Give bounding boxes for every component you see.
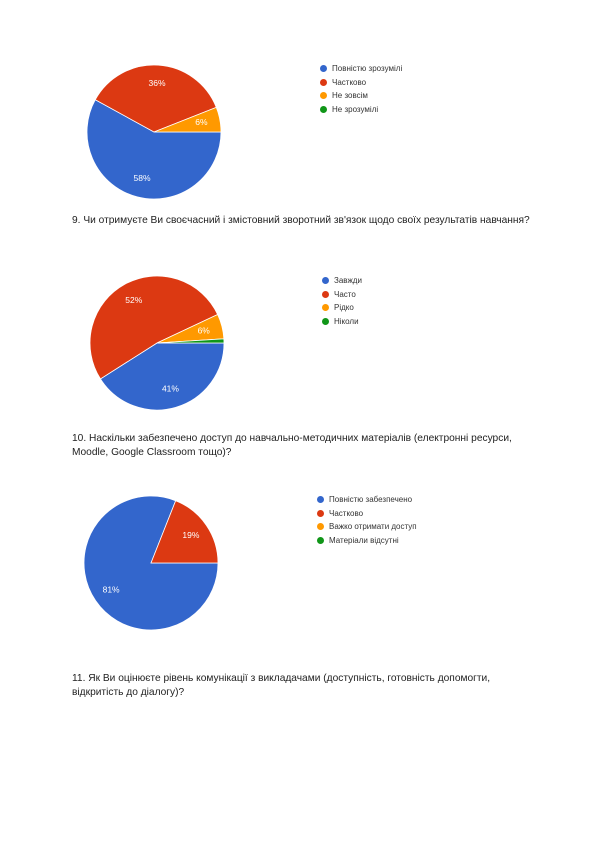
question-11: 11. Як Ви оцінюєте рівень комунікації з … xyxy=(72,673,491,698)
legend-label: Частково xyxy=(332,77,367,87)
legend-dot-icon xyxy=(322,317,329,325)
legend-dot-icon xyxy=(320,92,327,100)
pie-slice-label: 81% xyxy=(103,584,120,594)
legend-dot-icon xyxy=(317,536,324,544)
pie-slice-2 xyxy=(89,275,219,380)
legend-label: Повністю забезпечено xyxy=(329,495,413,505)
legend-item: Важко отримати доступ xyxy=(317,520,417,534)
legend-item: Повністю забезпечено xyxy=(317,493,417,507)
legend-label: Завжди xyxy=(334,276,362,286)
legend-dot-icon xyxy=(322,290,329,298)
legend-dot-icon xyxy=(317,509,324,517)
legend-item: Частково xyxy=(317,507,417,521)
legend-3: Повністю забезпечено Частково Важко отрима… xyxy=(317,493,417,547)
pie-slice-label: 58% xyxy=(133,173,150,183)
question-9: 9. Чи отримуєте Ви своєчасний і змістовн… xyxy=(72,215,530,226)
pie-slice-2 xyxy=(94,64,217,133)
pie-slice-label: 6% xyxy=(195,117,208,127)
legend-item: Ніколи xyxy=(322,315,362,329)
legend-item: Не зрозумілі xyxy=(320,103,402,117)
pie-slice-3 xyxy=(153,106,222,133)
legend-item: Завжди xyxy=(322,274,362,288)
legend-label: Не зовсім xyxy=(332,91,368,101)
pie-slice-label: 6% xyxy=(198,325,211,335)
legend-dot-icon xyxy=(317,523,324,531)
legend-label: Ніколи xyxy=(334,316,359,326)
legend-label: Часто xyxy=(334,289,356,299)
pie-slice-label: 36% xyxy=(149,78,166,88)
legend-dot-icon xyxy=(317,496,324,504)
question-10: 10. Наскільки забезпечено доступ до навч… xyxy=(72,433,512,458)
legend-label: Матеріали відсутні xyxy=(329,535,399,545)
legend-item: Частково xyxy=(320,76,402,90)
legend-item: Повністю зрозумілі xyxy=(320,62,402,76)
legend-item: Рідко xyxy=(322,301,362,315)
pie-slice-1 xyxy=(86,99,222,200)
legend-label: Важко отримати доступ xyxy=(329,522,417,532)
pie-slice-2 xyxy=(150,500,219,564)
legend-label: Частково xyxy=(329,508,364,518)
legend-dot-icon xyxy=(322,277,329,285)
legend-label: Рідко xyxy=(334,303,354,313)
legend-item: Часто xyxy=(322,288,362,302)
legend-dot-icon xyxy=(322,304,329,312)
legend-2: Завжди Часто Рідко Ніколи xyxy=(322,274,362,328)
pie-slice-label: 41% xyxy=(162,384,179,394)
legend-label: Не зрозумілі xyxy=(332,104,379,114)
pie-slice-4 xyxy=(156,338,225,344)
legend-dot-icon xyxy=(320,65,327,73)
legend-item: Матеріали відсутні xyxy=(317,534,417,548)
legend-dot-icon xyxy=(320,105,327,113)
pie-slice-label: 19% xyxy=(182,530,199,540)
pie-slice-label: 52% xyxy=(125,295,142,305)
legend-1: Повністю зрозумілі Частково Не зовсім Не зр… xyxy=(320,62,402,116)
legend-item: Не зовсім xyxy=(320,89,402,103)
legend-dot-icon xyxy=(320,78,327,86)
legend-label: Повністю зрозумілі xyxy=(332,64,403,74)
